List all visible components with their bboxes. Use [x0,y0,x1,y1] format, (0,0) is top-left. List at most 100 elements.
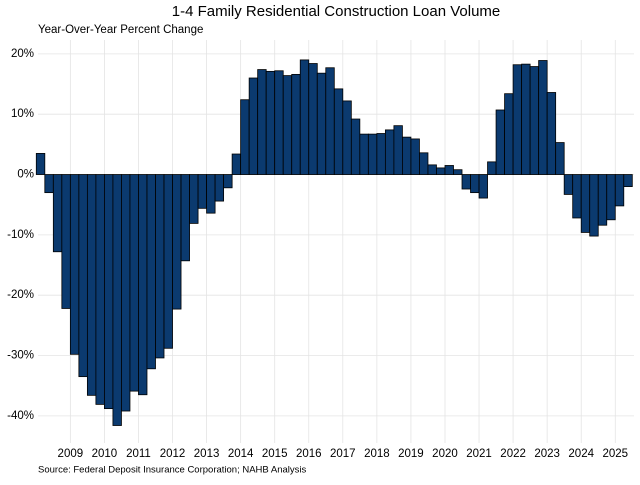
bar [95,174,105,405]
chart-subtitle: Year-Over-Year Percent Change [38,24,203,36]
bar [495,109,505,175]
bar [240,99,250,175]
bar [470,174,480,194]
source-note: Source: Federal Deposit Insurance Corpor… [38,465,306,476]
bar [231,153,242,175]
bar [86,174,97,396]
bar [274,70,284,175]
bar [436,167,446,175]
bar [504,93,514,175]
bar [214,174,225,202]
bar [478,174,488,199]
bar [282,75,293,175]
bar [61,174,71,309]
bar [265,70,276,175]
bar [104,174,114,410]
bar [257,69,267,175]
bar [555,142,565,175]
x-tick-label: 2024 [568,448,594,460]
bar [325,67,335,175]
bar [512,64,523,175]
chart-title: 1-4 Family Residential Construction Loan… [172,3,501,20]
bar [614,174,625,207]
bar [393,125,403,175]
bar [121,174,131,412]
bar [410,138,420,175]
x-tick-label: 2012 [160,448,186,460]
bar [138,174,148,396]
bar [129,174,139,392]
y-tick-label: -40% [7,410,34,422]
bar [419,152,429,175]
bar [427,164,437,175]
y-tick-label: 0% [17,169,34,181]
x-tick-label: 2010 [92,448,118,460]
bar [572,174,582,219]
bar [342,100,352,175]
bar [589,174,599,237]
bar [367,133,378,175]
bar [112,174,122,426]
x-tick-label: 2025 [602,448,628,460]
bar [384,129,395,175]
bar [44,174,54,194]
bar [78,174,88,378]
bar [248,77,259,175]
bar [359,133,369,175]
bar [163,174,173,349]
y-tick-label: 10% [11,108,34,120]
y-tick-label: 20% [11,48,34,60]
bar [69,174,80,355]
bar [333,88,344,175]
bar [197,174,207,209]
bar [155,174,165,359]
bar [206,174,216,214]
x-tick-label: 2014 [228,448,254,460]
x-tick-label: 2009 [58,448,84,460]
bar [308,63,318,175]
bars [35,59,633,426]
bar [172,174,182,310]
bar [580,174,591,233]
bar [299,59,310,175]
labels: 20% 10% 0% -10% -20% -30% -40% 2009 2010 2011 2012… [7,48,628,460]
x-tick-label: 2022 [500,448,526,460]
bar [180,174,190,262]
x-tick-label: 2016 [296,448,322,460]
x-tick-label: 2021 [466,448,492,460]
x-tick-label: 2015 [262,448,288,460]
x-tick-label: 2020 [432,448,458,460]
bar [538,60,548,175]
bar [453,169,463,175]
bar [623,174,633,188]
bar [376,133,386,175]
bar [461,174,471,190]
x-tick-label: 2017 [330,448,356,460]
bar [52,174,63,253]
y-tick-label: -30% [7,350,34,362]
bar [350,118,361,175]
bar [529,66,540,175]
x-tick-label: 2019 [398,448,424,460]
bar [487,161,497,175]
bar [402,136,412,175]
y-tick-label: -20% [7,289,34,301]
bar [146,174,156,370]
x-tick-label: 2018 [364,448,390,460]
bar [606,174,616,221]
bar [597,174,608,226]
x-tick-label: 2023 [534,448,560,460]
bar [316,72,327,175]
bar [35,153,46,175]
bar [189,174,199,224]
x-tick-label: 2013 [194,448,220,460]
bar [546,92,557,175]
bar [291,73,301,175]
x-tick-label: 2011 [126,448,151,460]
bar [563,174,574,195]
bar [223,174,233,189]
bar [444,165,454,175]
y-tick-label: -10% [7,229,34,241]
bar [521,63,531,175]
